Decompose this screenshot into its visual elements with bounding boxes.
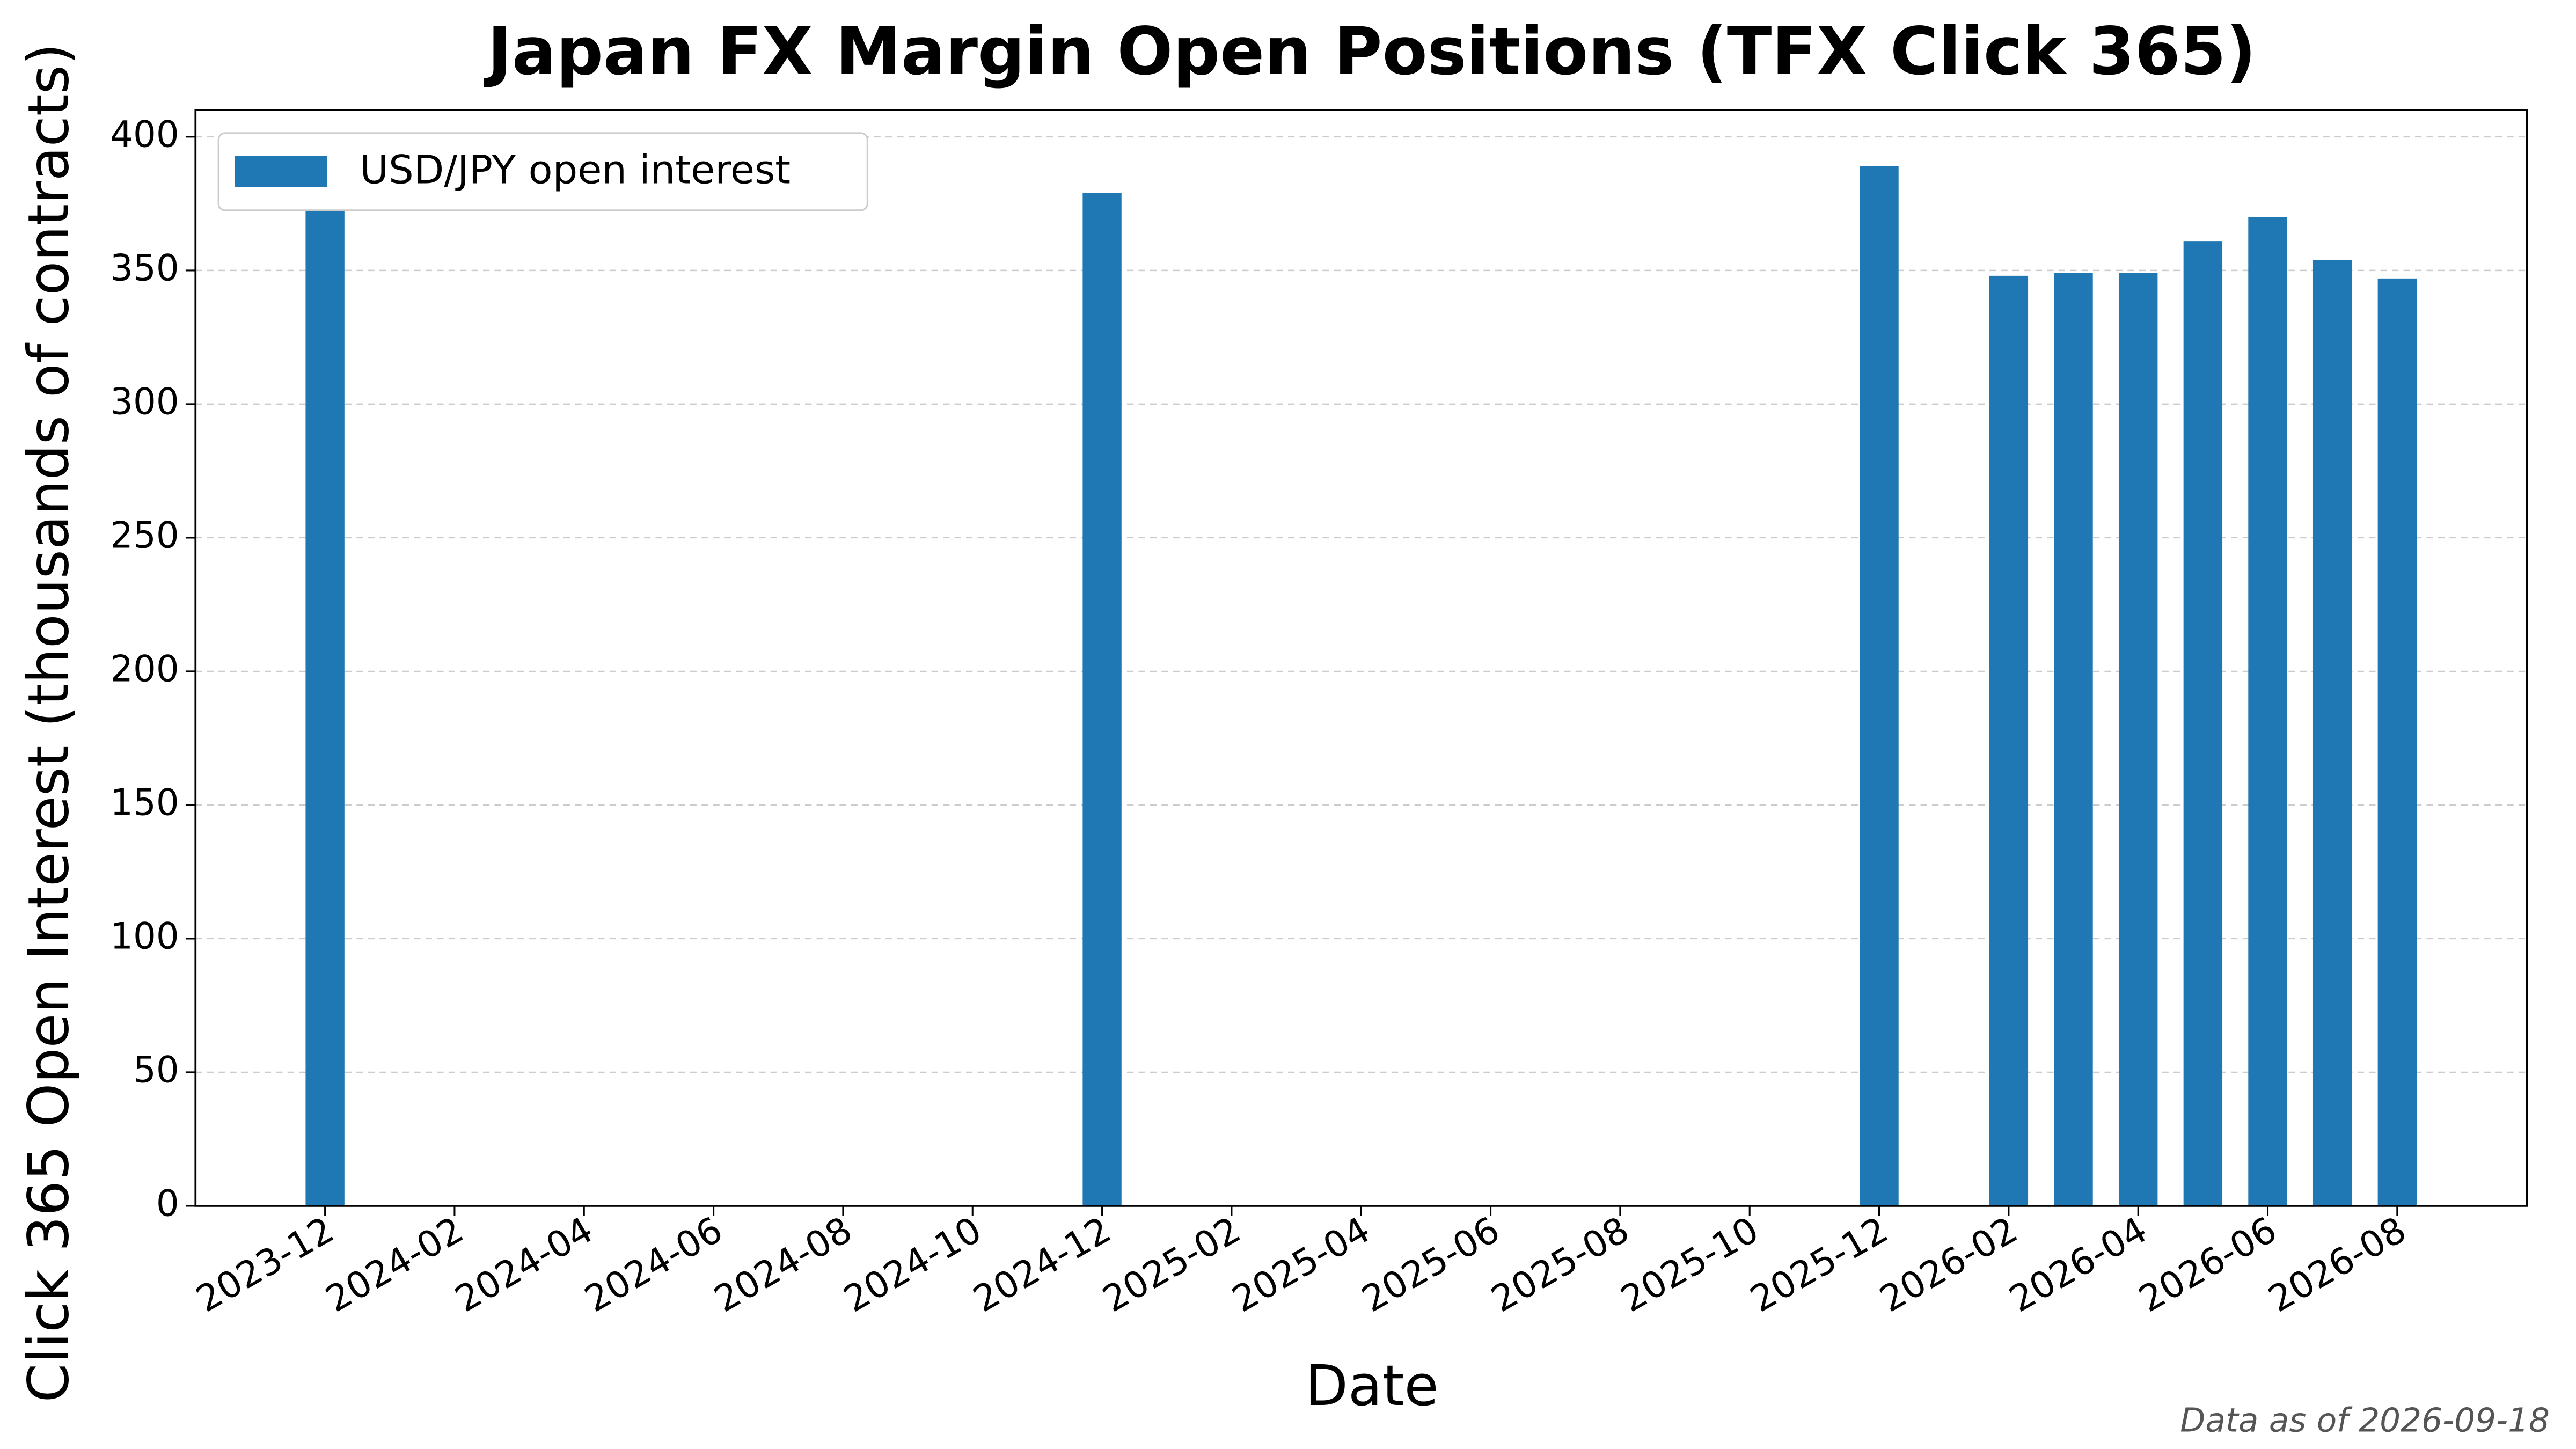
- x-tick-label: 2024-04: [448, 1208, 600, 1320]
- x-tick-label: 2025-12: [1743, 1208, 1895, 1320]
- x-tick-label: 2025-08: [1484, 1208, 1636, 1320]
- y-tick-label: 0: [156, 1182, 179, 1224]
- y-tick-label: 400: [110, 113, 179, 155]
- x-tick-label: 2025-04: [1225, 1208, 1377, 1320]
- chart-title: Japan FX Margin Open Positions (TFX Clic…: [484, 13, 2256, 90]
- x-tick-label: 2026-04: [2002, 1208, 2154, 1320]
- y-tick-label: 200: [110, 647, 179, 690]
- y-tick-label: 350: [110, 246, 179, 289]
- bar: [305, 206, 345, 1206]
- y-tick-label: 100: [110, 914, 179, 957]
- x-tick-label: 2023-12: [189, 1208, 341, 1320]
- bar: [1860, 166, 1899, 1206]
- bar: [2054, 273, 2093, 1206]
- x-tick-label: 2024-06: [577, 1208, 729, 1320]
- x-tick-label: 2024-10: [837, 1208, 989, 1320]
- y-tick-label: 300: [110, 380, 179, 422]
- y-tick-label: 50: [133, 1048, 179, 1091]
- y-tick-label: 250: [110, 514, 179, 556]
- bar: [2183, 241, 2223, 1206]
- bar: [1989, 275, 2029, 1206]
- x-tick-label: 2026-06: [2132, 1208, 2284, 1320]
- legend-swatch: [235, 156, 327, 187]
- x-tick-label: 2025-10: [1614, 1208, 1766, 1320]
- bar: [2118, 273, 2158, 1206]
- x-tick-label: 2024-08: [707, 1208, 859, 1320]
- legend: USD/JPY open interest: [217, 132, 868, 211]
- x-tick-label: 2024-12: [966, 1208, 1118, 1320]
- x-tick-label: 2024-02: [318, 1208, 470, 1320]
- legend-frame: [217, 132, 868, 211]
- bar: [2377, 278, 2417, 1206]
- plot-frame: [194, 109, 2528, 1207]
- bar: [2248, 217, 2287, 1206]
- y-axis-label: Click 365 Open Interest (thousands of co…: [16, 43, 81, 1402]
- x-axis-label: Date: [1305, 1353, 1439, 1418]
- y-tick-label: 150: [110, 781, 179, 823]
- annotation: Data as of 2026-09-18: [2180, 1402, 2550, 1440]
- legend-label: USD/JPY open interest: [360, 147, 791, 193]
- x-tick-label: 2026-02: [1872, 1208, 2024, 1320]
- x-tick-label: 2026-08: [2261, 1208, 2413, 1320]
- bar: [1082, 193, 1122, 1206]
- bar: [2312, 259, 2352, 1206]
- x-tick-label: 2025-06: [1355, 1208, 1506, 1320]
- x-tick-label: 2025-02: [1095, 1208, 1247, 1320]
